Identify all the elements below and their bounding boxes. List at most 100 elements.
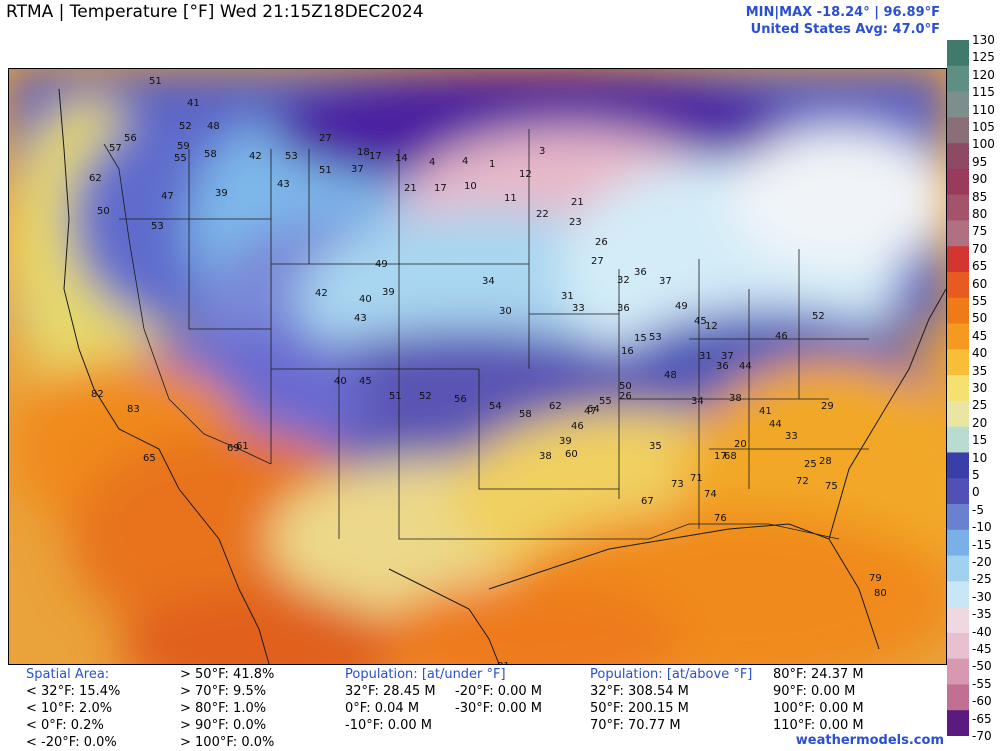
station-temperature-label: 57	[109, 143, 122, 154]
colorbar-segment	[947, 194, 969, 222]
colorbar-tick-label: 30	[972, 381, 988, 395]
station-temperature-label: 41	[187, 98, 200, 109]
station-temperature-label: 34	[691, 396, 704, 407]
colorbar-tick-label: 90	[972, 172, 988, 187]
station-temperature-label: 36	[716, 361, 729, 372]
colorbar-tick-label: -70	[972, 729, 992, 743]
colorbar-tick-label: 100	[972, 137, 995, 152]
spatial-stat: > 50°F: 41.8%	[180, 667, 275, 682]
station-temperature-label: 37	[721, 351, 734, 362]
station-temperature-label: 37	[659, 276, 672, 287]
station-temperature-label: 56	[454, 394, 467, 405]
station-temperature-label: 21	[571, 197, 584, 208]
colorbar-segment	[947, 581, 969, 608]
station-temperature-label: 64	[587, 404, 600, 415]
station-temperature-label: 17	[434, 183, 447, 194]
station-temperature-label: 82	[91, 389, 104, 400]
colorbar-tick-label: -30	[972, 589, 992, 604]
station-temperature-label: 17	[369, 151, 382, 162]
pop-under-stat: -30°F: 0.00 M	[455, 701, 543, 716]
colorbar-segment	[947, 246, 969, 273]
station-temperature-label: 50	[619, 381, 632, 392]
station-temperature-label: 53	[151, 221, 164, 232]
colorbar-segment	[947, 400, 969, 428]
spatial-stat: > 100°F: 0.0%	[180, 735, 275, 750]
site-credit[interactable]: weathermodels.com	[795, 733, 944, 748]
colorbar-tick-label: 105	[972, 120, 995, 134]
min-max-readout: MIN|MAX -18.24° | 96.89°F	[745, 5, 940, 20]
colorbar-tick-label: 85	[972, 189, 988, 204]
spatial-area-stats-2: > 50°F: 41.8% > 70°F: 9.5% > 80°F: 1.0% …	[180, 666, 274, 751]
colorbar-tick-label: 55	[972, 294, 988, 308]
pop-under-stat: -10°F: 0.00 M	[345, 718, 433, 733]
station-temperature-label: 56	[124, 133, 137, 144]
colorbar-tick-label: 60	[972, 276, 988, 291]
station-temperature-label: 33	[572, 303, 585, 314]
station-temperature-label: 80	[874, 588, 887, 599]
colorbar-tick-label: 75	[972, 224, 988, 239]
station-temperature-label: 35	[649, 441, 662, 452]
colorbar-tick-label: 65	[972, 259, 988, 274]
station-temperature-label: 27	[591, 256, 604, 267]
station-temperature-label: 49	[375, 259, 388, 270]
population-above-stats: Population: [at/above °F] 32°F: 308.54 M…	[590, 666, 752, 734]
station-temperature-label: 41	[759, 406, 772, 417]
population-under-header: Population: [at/under °F]	[345, 667, 506, 682]
colorbar-tick-label: -50	[972, 659, 992, 674]
station-temperature-label: 61	[236, 441, 249, 452]
colorbar-segment	[947, 375, 969, 402]
colorbar-segment	[947, 323, 969, 350]
spatial-stat: > 80°F: 1.0%	[180, 701, 267, 716]
colorbar-tick-label: 125	[972, 50, 995, 65]
station-temperature-label: 49	[675, 301, 688, 312]
us-average-readout: United States Avg: 47.0°F	[750, 22, 940, 37]
station-temperature-label: 27	[319, 133, 332, 144]
spatial-area-header: Spatial Area:	[26, 667, 110, 682]
temperature-map[interactable]: 51 41 52 48 56 59 55 58 57 62 53 50 47 39 42 53 43 27 51 37…	[8, 68, 947, 665]
pop-above-stat: 50°F: 200.15 M	[590, 701, 689, 716]
station-temperature-label: 39	[215, 188, 228, 199]
station-temperature-label: 58	[204, 149, 217, 160]
colorbar-tick-label: -45	[972, 642, 992, 656]
colorbar-segment	[947, 426, 969, 454]
colorbar-tick-label: 0	[972, 485, 980, 500]
population-above-header: Population: [at/above °F]	[590, 667, 753, 682]
pop-above-stat: 70°F: 70.77 M	[590, 718, 681, 733]
colorbar-tick-label: -65	[972, 711, 992, 726]
station-temperature-label: 12	[519, 169, 532, 180]
station-temperature-label: 67	[641, 496, 654, 507]
station-temperature-label: 43	[277, 179, 290, 190]
station-temperature-label: 23	[569, 217, 582, 228]
colorbar-segment	[947, 658, 969, 686]
population-under-stats-2: -20°F: 0.00 M -30°F: 0.00 M	[455, 683, 542, 717]
station-temperature-label: 37	[351, 164, 364, 175]
colorbar-tick-label: 130	[972, 33, 995, 47]
station-temperature-label: 30	[499, 306, 512, 317]
colorbar-tick-label: -15	[972, 537, 992, 552]
colorbar-tick-label: 95	[972, 154, 988, 169]
colorbar-segment	[947, 684, 969, 711]
station-temperature-label: 28	[819, 456, 832, 467]
colorbar-tick-label: -60	[972, 694, 992, 709]
colorbar-tick-label: 50	[972, 311, 988, 326]
station-temperature-label: 59	[177, 141, 190, 152]
colorbar-segment	[947, 478, 969, 505]
state-borders	[103, 129, 869, 540]
station-temperature-label: 10	[464, 181, 477, 192]
pop-above-stat: 100°F: 0.00 M	[773, 701, 864, 716]
station-temperature-label: 58	[519, 409, 532, 420]
station-temperature-label: 15	[634, 333, 647, 344]
pop-under-stat: 32°F: 28.45 M	[345, 684, 436, 699]
station-temperature-label: 42	[249, 151, 262, 162]
temperature-colorbar	[947, 40, 969, 736]
station-temperature-label: 44	[739, 361, 752, 372]
population-under-stats: Population: [at/under °F] 32°F: 28.45 M …	[345, 666, 506, 734]
station-temperature-label: 42	[315, 288, 328, 299]
station-temperature-label: 45	[694, 316, 707, 327]
station-temperature-label: 32	[617, 275, 630, 286]
colorbar-segment	[947, 632, 969, 660]
station-temperature-label: 54	[489, 401, 502, 412]
station-temperature-label: 76	[714, 513, 727, 524]
station-temperature-label: 31	[561, 291, 574, 302]
station-temperature-label: 72	[796, 476, 809, 487]
